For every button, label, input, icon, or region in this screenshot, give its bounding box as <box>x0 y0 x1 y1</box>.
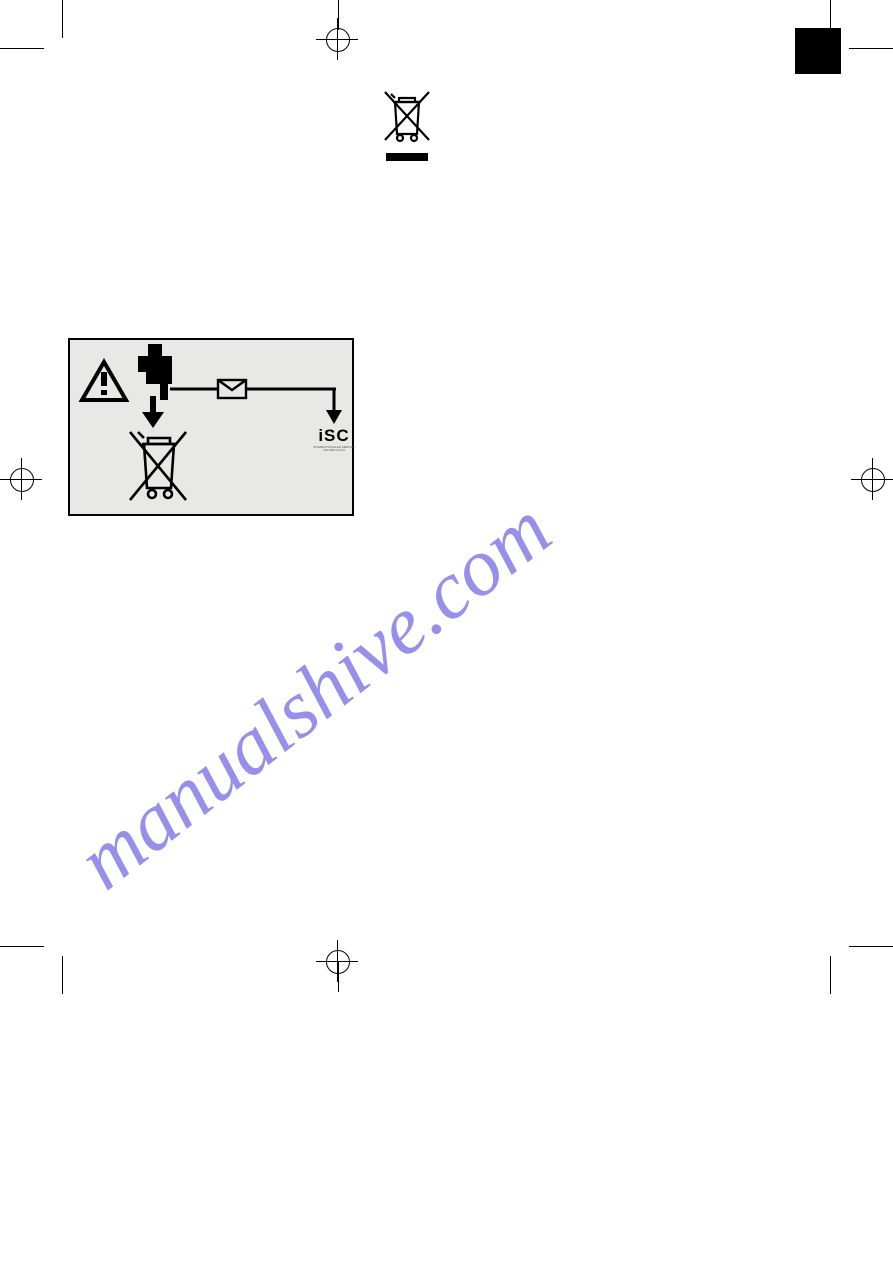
crop-mark <box>849 946 893 947</box>
crop-mark <box>62 956 63 994</box>
crop-mark <box>62 0 63 38</box>
isc-subtext: INTERNATIONALES SERVICE CENTER GmbH <box>308 446 360 452</box>
watermark-text: manualshive.com <box>60 482 568 908</box>
warning-icon <box>78 358 130 404</box>
flow-line-icon <box>170 378 340 400</box>
crop-mark <box>849 48 893 49</box>
language-marker-box <box>795 28 841 74</box>
instruction-panel: iSC INTERNATIONALES SERVICE CENTER GmbH <box>68 338 354 516</box>
weee-icon <box>122 428 194 506</box>
registration-mark-icon <box>0 458 42 500</box>
weee-bar <box>386 153 428 161</box>
isc-text: iSC <box>308 426 360 446</box>
crop-mark <box>0 48 44 49</box>
arrow-down-icon <box>140 396 166 430</box>
weee-icon <box>377 88 437 161</box>
registration-mark-icon <box>316 940 358 982</box>
manual-page: iSC INTERNATIONALES SERVICE CENTER GmbH … <box>0 0 893 1263</box>
registration-mark-icon <box>316 18 358 60</box>
crop-mark <box>830 956 831 994</box>
crop-mark <box>0 946 44 947</box>
registration-mark-icon <box>851 458 893 500</box>
isc-logo: iSC INTERNATIONALES SERVICE CENTER GmbH <box>308 426 360 452</box>
arrow-down-icon <box>324 388 344 426</box>
